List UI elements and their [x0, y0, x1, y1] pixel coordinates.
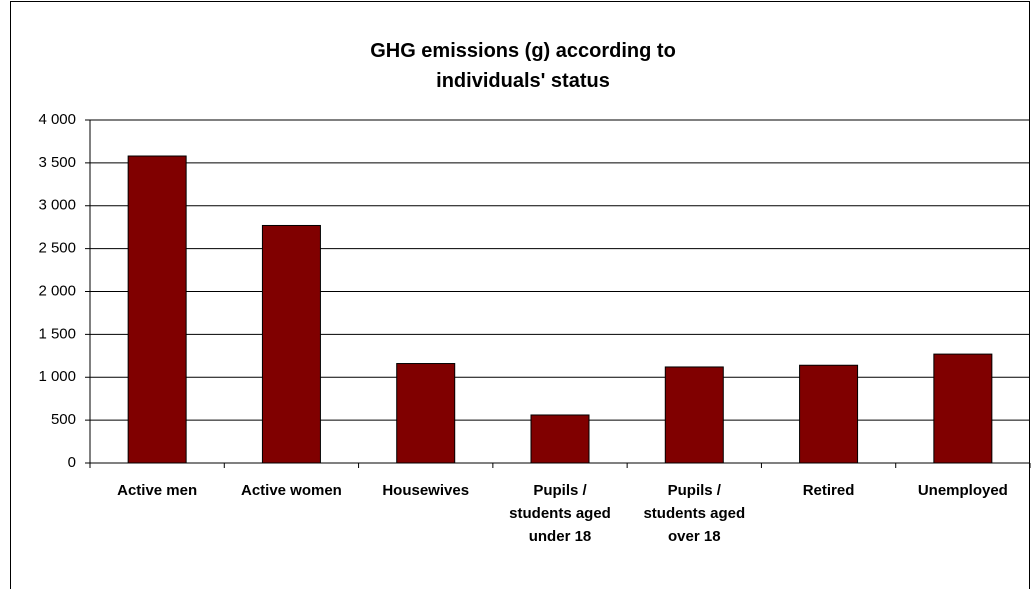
y-tick-label: 500 [51, 411, 76, 428]
y-tick-label: 0 [68, 454, 76, 471]
bar [127, 155, 187, 464]
chart-title: GHG emissions (g) according to individua… [370, 40, 676, 92]
y-tick-label: 4 000 [38, 111, 76, 128]
x-tick-label: Housewives [382, 482, 470, 499]
y-tick-label: 2 000 [38, 282, 76, 299]
y-tick-label: 3 500 [38, 154, 76, 171]
x-tick-label: Retired [802, 482, 855, 499]
x-tick-label: Unemployed [917, 482, 1008, 499]
x-tick-label: Pupils / students aged over 18 [643, 482, 746, 545]
bar [261, 224, 321, 464]
bar [933, 353, 993, 464]
x-tick-label: Pupils / students aged under 18 [509, 482, 611, 545]
bar [396, 363, 456, 464]
chart-frame [10, 1, 1030, 589]
y-tick-label: 1 000 [38, 368, 76, 385]
bar [530, 414, 590, 464]
x-tick-label: Active men [117, 482, 198, 499]
y-tick-label: 3 000 [38, 197, 76, 214]
x-tick-label: Active women [240, 482, 342, 499]
bar [664, 366, 724, 464]
y-tick-label: 2 500 [38, 240, 76, 257]
y-tick-label: 1 500 [38, 325, 76, 342]
bar [799, 364, 859, 464]
